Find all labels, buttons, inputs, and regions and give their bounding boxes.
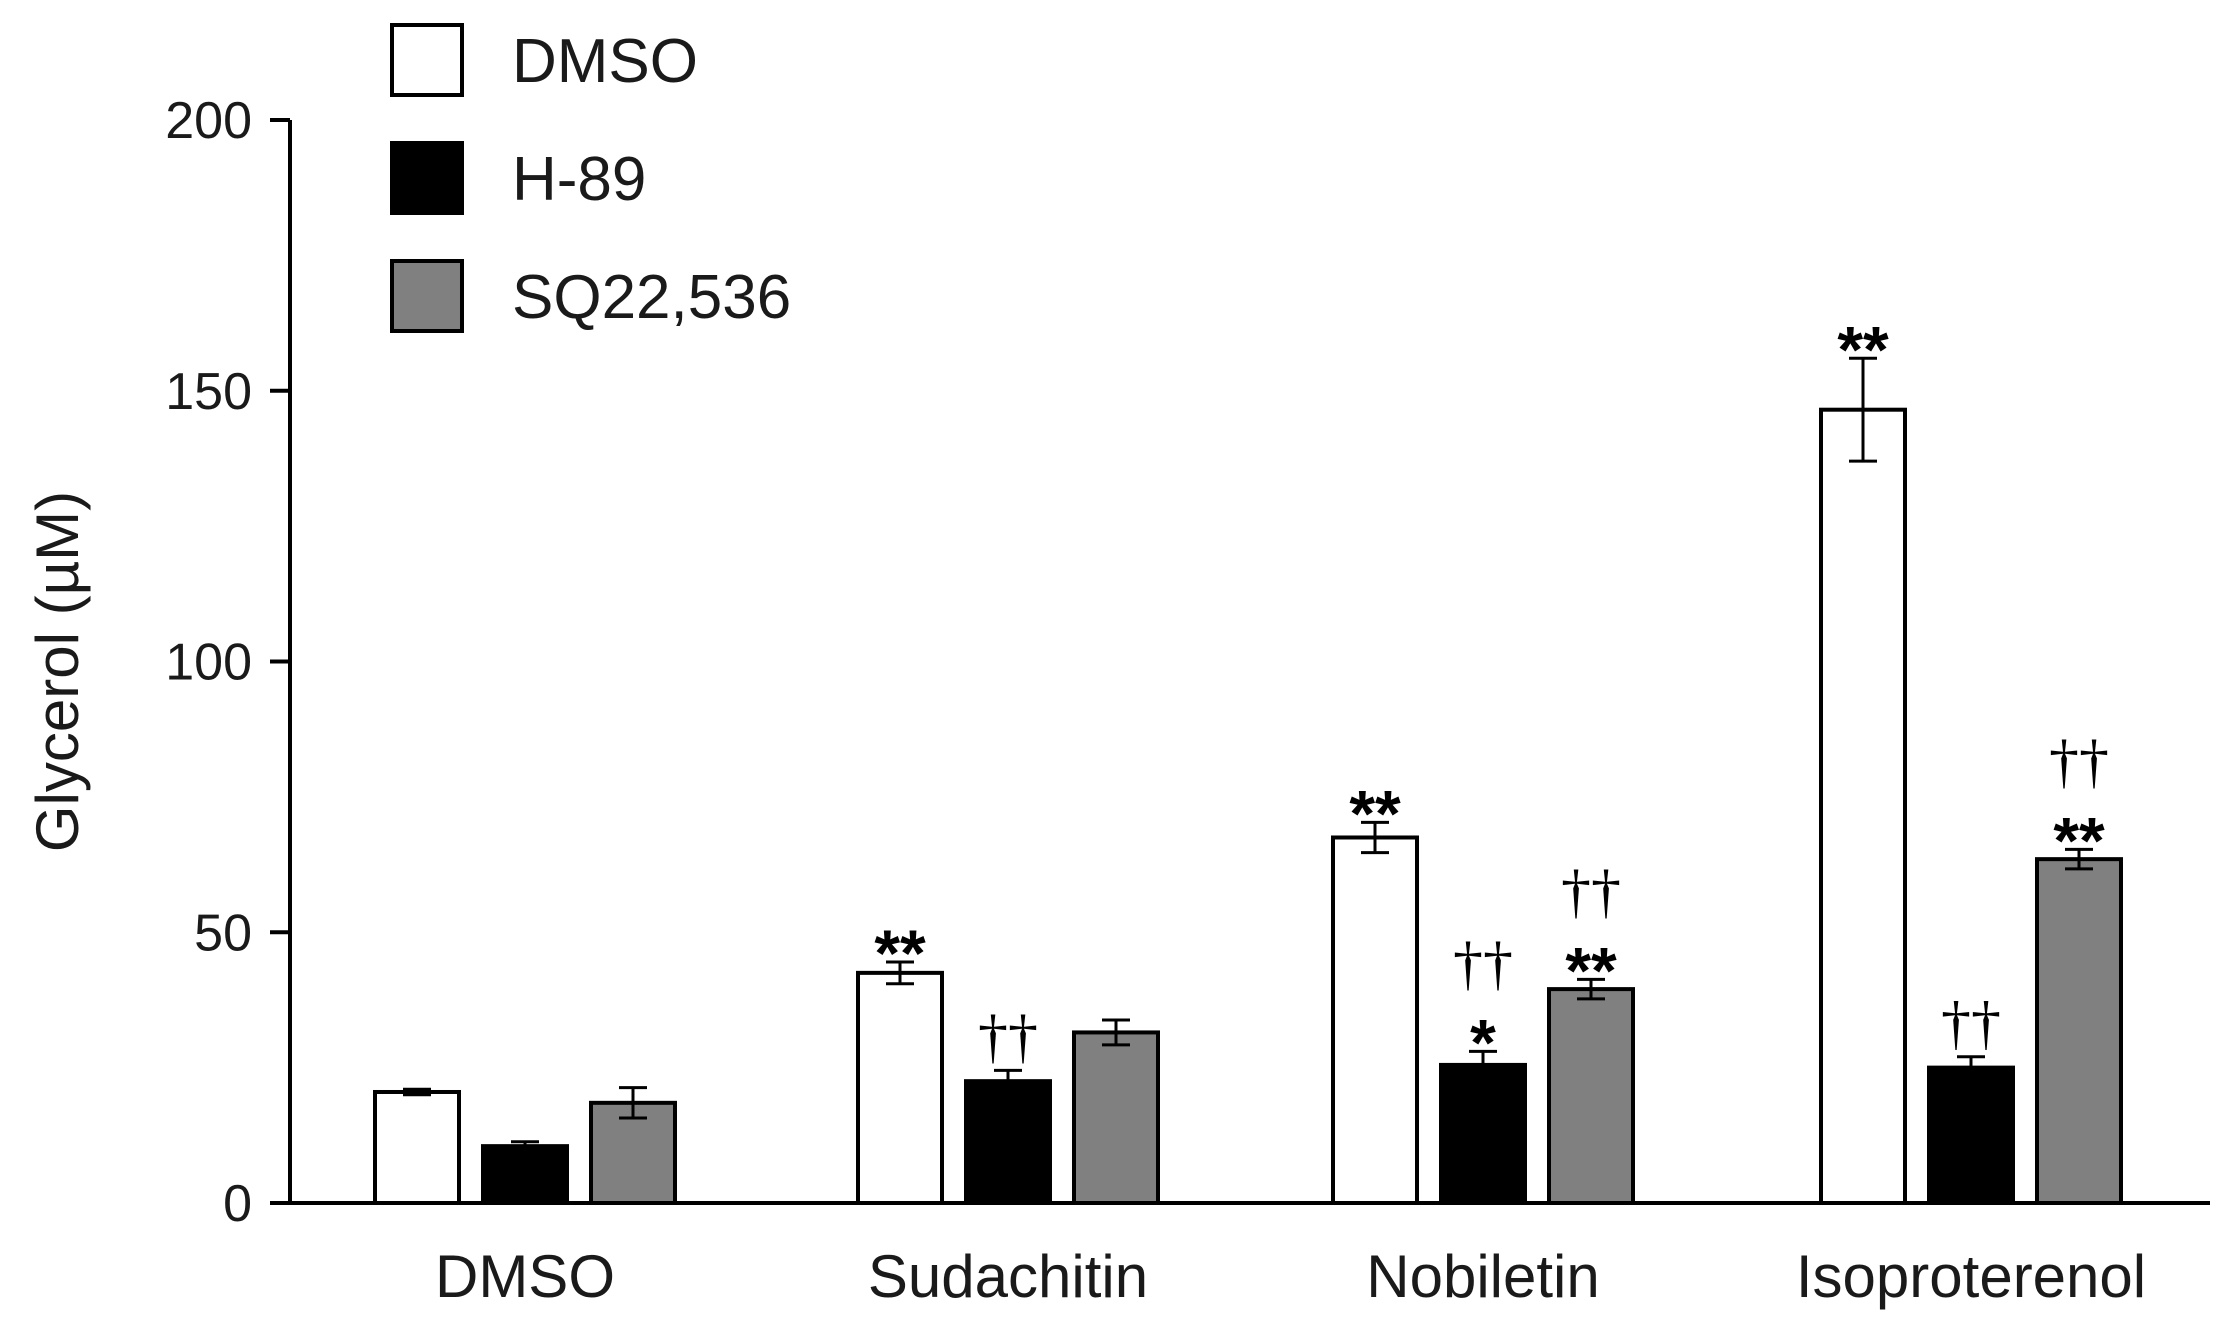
bar-dmso-nobiletin — [1331, 835, 1419, 1205]
error-bar — [994, 1068, 1022, 1094]
dagger-mark: †† — [1453, 930, 1513, 996]
y-tick-label: 200 — [165, 92, 252, 150]
error-bar — [1849, 356, 1877, 463]
error-bar — [511, 1140, 539, 1152]
legend-label: SQ22,536 — [512, 263, 791, 332]
error-bar — [2065, 847, 2093, 871]
legend-swatch — [390, 259, 464, 333]
legend-entry: DMSO — [390, 23, 698, 97]
asterisk-mark: ** — [874, 916, 926, 990]
legend-label: H-89 — [512, 145, 646, 214]
dagger-mark: †† — [978, 1003, 1038, 1069]
bar-dmso-isoproterenol — [1819, 407, 1907, 1205]
legend: DMSO H-89 SQ22,536 — [390, 23, 791, 333]
bar-dmso-sudachitin — [856, 970, 944, 1205]
asterisk-mark: ** — [1837, 312, 1889, 386]
error-bar — [1469, 1049, 1497, 1080]
bar-h-89-dmso — [481, 1144, 569, 1205]
x-category-label: Sudachitin — [868, 1243, 1148, 1310]
legend-entry: H-89 — [390, 141, 646, 215]
asterisk-mark: * — [1470, 1005, 1496, 1079]
legend-entry: SQ22,536 — [390, 259, 791, 333]
y-tick-label: 150 — [165, 363, 252, 421]
error-bars — [403, 356, 2093, 1152]
legend-label: DMSO — [512, 27, 698, 96]
asterisk-mark: ** — [1349, 776, 1401, 850]
axes: 0 50 100 150 200 Glycerol (µM) DMSO Sudachitin N… — [24, 92, 2210, 1310]
significance-marks: **††***†† **††**††**†† — [874, 312, 2109, 1079]
y-tick-label: 50 — [194, 904, 252, 962]
legend-swatch — [390, 23, 464, 97]
legend-swatch — [390, 141, 464, 215]
y-tick-label: 100 — [165, 634, 252, 692]
bar-h-89-isoproterenol — [1927, 1065, 2015, 1205]
error-bar — [1957, 1055, 1985, 1080]
dagger-mark: †† — [1941, 990, 2001, 1056]
error-bar — [619, 1086, 647, 1120]
error-bar — [1102, 1018, 1130, 1047]
y-tick-label: 0 — [223, 1175, 252, 1233]
asterisk-mark: ** — [2053, 803, 2105, 877]
error-bar — [403, 1087, 431, 1097]
x-category-label: DMSO — [435, 1243, 615, 1310]
y-axis-label: Glycerol (µM) — [24, 491, 91, 852]
dagger-mark: †† — [1561, 858, 1621, 924]
dagger-mark: †† — [2049, 728, 2109, 794]
x-category-label: Nobiletin — [1366, 1243, 1599, 1310]
bars — [373, 407, 2123, 1206]
error-bar — [886, 960, 914, 986]
error-bar — [1361, 820, 1389, 855]
x-category-label: Isoproterenol — [1796, 1243, 2146, 1310]
bar-dmso-dmso — [373, 1089, 461, 1206]
bar-sq22-536-nobiletin — [1547, 987, 1635, 1205]
bar-h-89-sudachitin — [964, 1079, 1052, 1205]
bar-sq22-536-isoproterenol — [2035, 857, 2123, 1206]
error-bar — [1577, 977, 1605, 1001]
asterisk-mark: ** — [1565, 933, 1617, 1007]
bar-sq22-536-sudachitin — [1072, 1030, 1160, 1205]
bar-h-89-nobiletin — [1439, 1062, 1527, 1205]
